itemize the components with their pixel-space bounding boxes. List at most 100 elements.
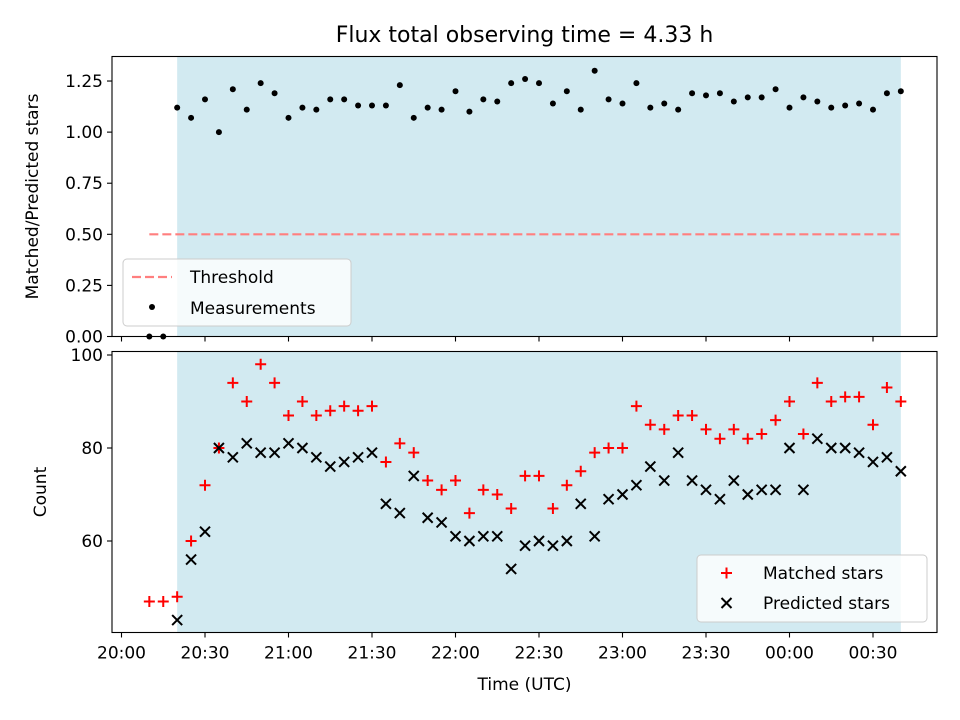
predicted-star-point [171, 614, 183, 626]
predicted-star-point [491, 530, 503, 543]
measurement-point [188, 114, 195, 121]
y-tick-label-bottom: 60 [81, 532, 103, 552]
predicted-star-point [616, 488, 629, 501]
bottom-axes-frame [111, 350, 938, 634]
measurement-point [257, 80, 264, 87]
measurement-point [870, 106, 876, 113]
matched-star-point [255, 358, 267, 370]
legend-predicted-label: Predicted stars [763, 594, 890, 614]
legend-matched-swatch [721, 567, 732, 579]
predicted-star-point [797, 484, 810, 496]
y-tick-label-top: 1.25 [65, 72, 103, 92]
matched-star-point [617, 442, 628, 454]
predicted-star-point [380, 498, 392, 510]
predicted-star-point [463, 535, 476, 547]
measurement-point [522, 75, 529, 82]
x-tick-label: 22:30 [515, 644, 564, 664]
measurement-point [424, 104, 431, 111]
predicted-star-point [185, 553, 197, 566]
top-panel: 0.00 0.25 0.50 0.75 1.00 1.25 Matched/Predicte… [23, 55, 938, 348]
y-tick-label-bottom: 100 [71, 346, 103, 366]
measurement-point [355, 102, 362, 109]
predicted-star-point [338, 456, 350, 468]
legend-box-top [122, 258, 352, 327]
matched-star-point [672, 409, 684, 421]
measurement-point [675, 106, 682, 113]
predicted-star-point [505, 563, 517, 575]
legend-box-bottom [696, 554, 928, 623]
predicted-star-point [575, 498, 587, 510]
matched-star-point [171, 591, 183, 603]
measurement-point [800, 94, 807, 101]
measurement-point [703, 92, 709, 99]
measurement-point [466, 108, 473, 115]
predicted-star-point [630, 479, 643, 491]
legend-bottom: Matched stars Predicted stars [696, 554, 928, 623]
matched-star-point [825, 396, 837, 407]
bottom-panel: 60 80 100 20:00 20:30 21:00 21:30 22:00 22:30 23:… [31, 346, 938, 695]
measurement-point [202, 96, 208, 103]
predicted-star-point [728, 474, 740, 487]
matched-star-point [199, 479, 211, 491]
matched-star-point [575, 465, 587, 477]
predicted-star-point [310, 451, 323, 464]
predicted-star-point [881, 451, 893, 464]
matched-star-point [338, 400, 350, 412]
measurement-point [689, 90, 696, 97]
measurement-point [285, 114, 292, 121]
predicted-star-point [769, 484, 782, 496]
measurement-point [591, 67, 598, 74]
y-tick-label-top: 0.50 [65, 225, 103, 245]
measurement-point [897, 88, 904, 95]
matched-star-point [742, 433, 754, 445]
x-tick-label: 23:30 [682, 644, 731, 664]
y-axis-label-top: Matched/Predicted stars [23, 93, 43, 299]
matched-star-point [505, 502, 517, 514]
matched-star-point [157, 595, 169, 607]
matched-star-point [283, 409, 294, 421]
predicted-star-point [700, 484, 712, 496]
predicted-star-point [421, 512, 434, 524]
x-tick-label: 23:00 [598, 644, 647, 664]
predicted-star-point [602, 493, 615, 505]
measurement-point [480, 96, 487, 103]
measurement-point [299, 104, 306, 111]
top-axes-frame [111, 55, 938, 338]
measurement-point [744, 94, 751, 101]
x-tick-label: 00:30 [849, 644, 898, 664]
predicted-star-point [783, 442, 796, 454]
matched-star-point [658, 423, 670, 435]
measurement-point [271, 90, 278, 97]
predicted-star-point [533, 535, 545, 547]
matched-star-point [533, 470, 545, 482]
predicted-star-point [519, 539, 531, 552]
predicted-star-point [825, 442, 837, 454]
predicted-star-point [449, 530, 462, 543]
predicted-star-point [811, 432, 824, 445]
predicted-star-point [254, 446, 267, 459]
matched-star-point [366, 400, 378, 412]
matched-star-point [589, 447, 601, 459]
y-tick-label-top: 1.00 [65, 123, 103, 143]
measurement-point [396, 82, 403, 89]
predicted-star-point [352, 451, 364, 464]
matched-star-point [408, 447, 420, 459]
x-axis-label: Time (UTC) [477, 675, 572, 695]
legend-measurements-swatch [149, 304, 155, 310]
measurement-point [786, 104, 793, 111]
matched-star-point [603, 442, 615, 454]
measurement-point [842, 102, 849, 109]
matched-star-point [227, 377, 239, 389]
matched-star-point [700, 423, 712, 435]
predicted-star-point [547, 539, 559, 552]
matched-star-point [352, 405, 364, 417]
legend-predicted-swatch [720, 597, 733, 609]
predicted-star-point [268, 446, 281, 459]
matched-star-point [380, 456, 392, 468]
legend-threshold-label: Threshold [189, 268, 274, 288]
matched-star-point [296, 396, 308, 407]
x-tick-label: 21:00 [264, 644, 313, 664]
y-tick-label-top: 0.75 [65, 174, 103, 194]
measurement-point [438, 106, 445, 113]
y-tick-label-top: 0.00 [65, 328, 103, 348]
